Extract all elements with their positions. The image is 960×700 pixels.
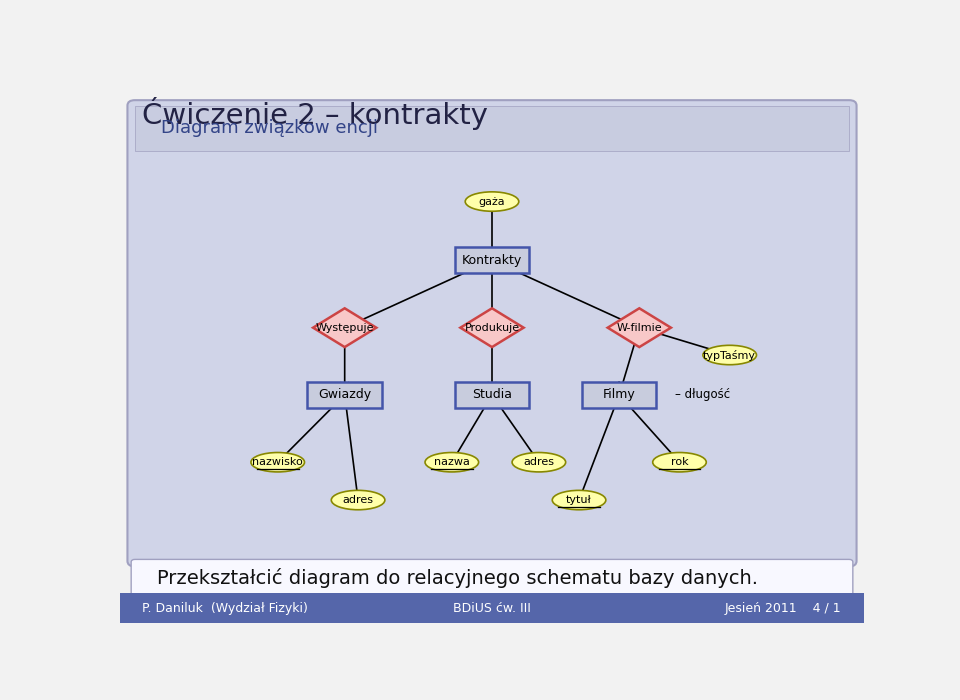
Text: P. Daniluk  (Wydział Fizyki): P. Daniluk (Wydział Fizyki) (142, 602, 308, 615)
Text: Filmy: Filmy (603, 389, 636, 401)
Text: Studia: Studia (472, 389, 512, 401)
FancyBboxPatch shape (455, 382, 529, 408)
Text: Gwiazdy: Gwiazdy (318, 389, 372, 401)
Text: – długość: – długość (675, 389, 731, 401)
Ellipse shape (251, 452, 304, 472)
Ellipse shape (512, 452, 565, 472)
FancyBboxPatch shape (455, 248, 529, 274)
Ellipse shape (552, 491, 606, 510)
Text: tytuł: tytuł (566, 495, 592, 505)
Bar (120, 594, 864, 623)
FancyBboxPatch shape (307, 382, 382, 408)
Polygon shape (461, 308, 523, 347)
Ellipse shape (331, 491, 385, 510)
Text: adres: adres (523, 457, 554, 467)
Text: Jesień 2011    4 / 1: Jesień 2011 4 / 1 (725, 602, 842, 615)
Text: BDiUS ćw. III: BDiUS ćw. III (453, 602, 531, 615)
Ellipse shape (703, 345, 756, 365)
Text: Przekształcić diagram do relacyjnego schematu bazy danych.: Przekształcić diagram do relacyjnego sch… (157, 568, 758, 588)
Text: Występuje: Występuje (316, 323, 374, 332)
Polygon shape (313, 308, 376, 347)
Text: typTaśmy: typTaśmy (704, 349, 756, 360)
Ellipse shape (425, 452, 479, 472)
Ellipse shape (653, 452, 707, 472)
Text: gaża: gaża (479, 197, 505, 206)
Text: Ćwiczenie 2 – kontrakty: Ćwiczenie 2 – kontrakty (142, 97, 489, 130)
Ellipse shape (466, 192, 518, 211)
Text: Kontrakty: Kontrakty (462, 254, 522, 267)
FancyBboxPatch shape (582, 382, 657, 408)
Text: W-filmie: W-filmie (616, 323, 662, 332)
FancyBboxPatch shape (132, 559, 852, 596)
FancyBboxPatch shape (128, 100, 856, 566)
Text: adres: adres (343, 495, 373, 505)
Text: rok: rok (671, 457, 688, 467)
Bar (134, 106, 849, 151)
Text: nazwisko: nazwisko (252, 457, 303, 467)
Text: Diagram związków encji: Diagram związków encji (161, 119, 378, 137)
Text: Produkuje: Produkuje (465, 323, 519, 332)
Polygon shape (608, 308, 671, 347)
Text: nazwa: nazwa (434, 457, 469, 467)
